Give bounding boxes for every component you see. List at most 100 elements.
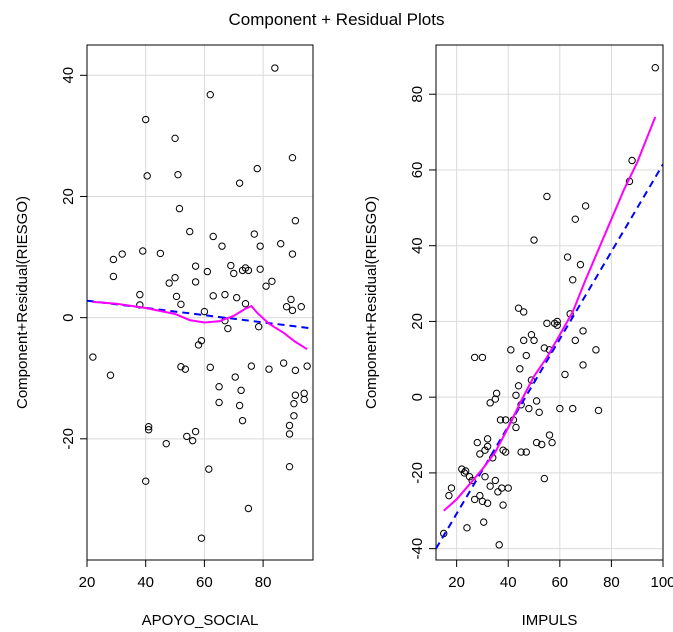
data-point — [143, 172, 151, 180]
data-point — [594, 406, 603, 415]
y-tick-label: 20 — [60, 188, 77, 205]
data-point — [197, 534, 206, 542]
data-point — [569, 276, 577, 284]
data-point — [458, 465, 466, 473]
data-point — [287, 295, 295, 304]
data-point — [191, 427, 200, 436]
data-point — [235, 179, 244, 187]
data-point — [256, 265, 264, 273]
data-point — [571, 336, 579, 345]
y-tick-label: 0 — [409, 393, 426, 401]
data-point — [592, 346, 600, 354]
data-point — [186, 227, 194, 236]
data-point — [476, 450, 484, 458]
data-point — [230, 269, 238, 278]
data-point — [89, 353, 97, 361]
data-point — [543, 319, 551, 328]
data-point — [205, 465, 213, 473]
data-point — [218, 242, 226, 250]
data-point — [486, 399, 494, 407]
data-point — [174, 170, 182, 179]
data-point — [532, 438, 541, 447]
data-point — [556, 404, 564, 413]
data-point — [447, 484, 456, 492]
y-tick-label: 0 — [60, 313, 77, 321]
data-point — [209, 292, 217, 300]
y-axis-label: Component+Residual(RIESGO) — [14, 196, 31, 409]
data-point — [561, 370, 569, 379]
panel-impuls: 20 40 60 80 100 -40 -20 0 20 40 60 80 IMPULS Componen… — [363, 44, 673, 629]
x-axis-label: IMPULS — [522, 612, 578, 629]
data-point — [498, 484, 506, 492]
x-tick-label: 80 — [255, 574, 272, 591]
data-point — [247, 362, 256, 370]
data-point — [297, 303, 305, 311]
data-point — [188, 436, 197, 445]
data-point — [581, 202, 590, 210]
data-point — [171, 134, 179, 143]
data-point — [291, 391, 300, 399]
y-tick-label: 80 — [409, 86, 426, 103]
data-point — [300, 395, 308, 404]
x-tick-label: 40 — [500, 574, 517, 591]
data-point — [501, 416, 510, 424]
data-point — [177, 363, 185, 371]
data-point — [291, 366, 300, 375]
data-point — [285, 462, 294, 471]
data-point — [504, 484, 512, 492]
data-point — [512, 423, 520, 432]
data-point — [486, 482, 494, 490]
data-point — [191, 262, 200, 270]
y-tick-label: 60 — [409, 162, 426, 179]
data-point — [118, 250, 126, 258]
y-tick-label: -20 — [409, 462, 426, 484]
x-axis-label: APOYO_SOCIAL — [142, 612, 259, 629]
data-point — [548, 438, 556, 447]
data-point — [136, 290, 144, 299]
x-tick-label: 60 — [551, 574, 568, 591]
data-point — [520, 336, 528, 345]
data-point — [514, 382, 523, 390]
data-point — [481, 446, 489, 454]
data-point — [522, 448, 530, 456]
data-point — [183, 432, 191, 441]
data-point — [520, 308, 528, 316]
panel-apoyo-social: 20 40 60 80 -20 0 20 40 APOYO_SOCIAL Component+Re… — [14, 44, 314, 629]
data-point — [481, 472, 489, 481]
data-point — [221, 290, 229, 299]
data-point — [144, 423, 153, 431]
x-tick-label: 20 — [448, 574, 465, 591]
data-point — [237, 386, 245, 395]
data-point — [473, 438, 481, 447]
data-point — [491, 476, 500, 485]
data-point — [463, 524, 471, 532]
data-point — [235, 401, 244, 410]
data-point — [525, 404, 533, 413]
data-point — [288, 153, 297, 162]
data-point — [215, 383, 223, 391]
data-point — [191, 278, 200, 286]
data-point — [244, 266, 253, 275]
data-point — [224, 324, 232, 333]
smooth-fit-line — [443, 116, 657, 512]
data-point — [538, 440, 546, 449]
data-point — [461, 467, 470, 475]
data-point — [106, 371, 115, 379]
data-point — [465, 472, 474, 481]
data-point — [206, 363, 214, 372]
data-point — [238, 416, 247, 425]
data-point — [494, 488, 502, 496]
data-point — [516, 365, 524, 373]
data-point — [483, 435, 492, 443]
smooth-fit-line — [92, 300, 308, 351]
data-point — [300, 389, 308, 398]
data-point — [522, 351, 530, 360]
data-point — [282, 303, 291, 311]
data-point — [478, 353, 487, 362]
data-point — [579, 361, 587, 369]
data-point — [279, 359, 288, 367]
data-point — [290, 412, 298, 420]
data-point — [530, 236, 538, 244]
y-axis-label: Component+Residual(RIESGO) — [363, 196, 380, 409]
